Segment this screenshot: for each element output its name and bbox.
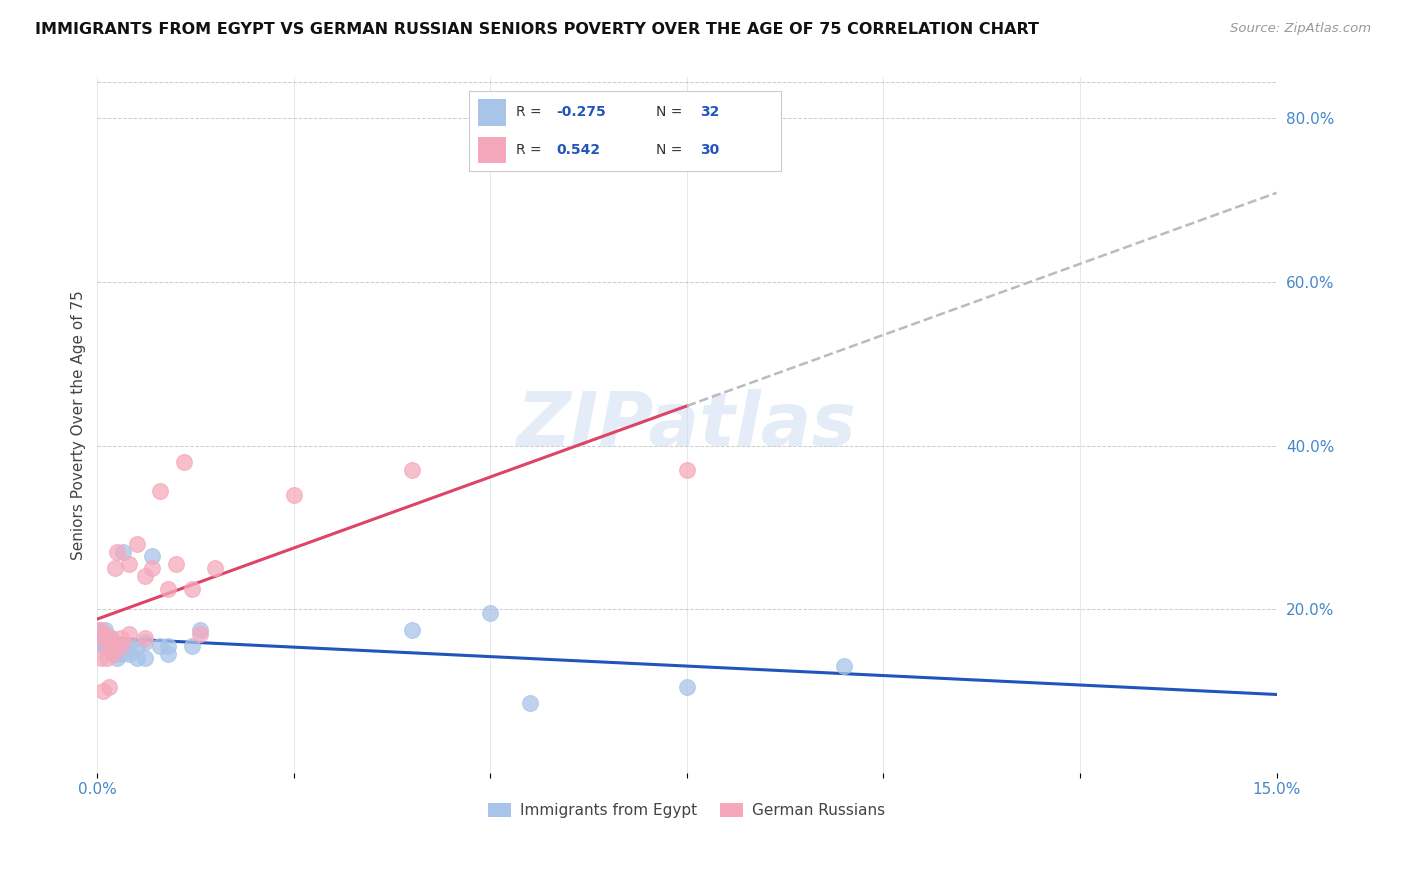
Text: IMMIGRANTS FROM EGYPT VS GERMAN RUSSIAN SENIORS POVERTY OVER THE AGE OF 75 CORRE: IMMIGRANTS FROM EGYPT VS GERMAN RUSSIAN …: [35, 22, 1039, 37]
Point: [101, 639, 124, 653]
Point: [110, 631, 132, 645]
Point: [90, 635, 112, 649]
Point: [149, 483, 172, 498]
Point: [96, 639, 118, 653]
Point: [105, 651, 128, 665]
Point: [204, 561, 226, 575]
Point: [149, 639, 172, 653]
Point: [105, 545, 128, 559]
Point: [98, 680, 121, 694]
Point: [519, 696, 541, 710]
Point: [89, 623, 111, 637]
Point: [125, 537, 148, 551]
Point: [93, 639, 115, 653]
Point: [188, 623, 211, 637]
Point: [134, 635, 156, 649]
Point: [89, 623, 111, 637]
Point: [157, 582, 180, 596]
Point: [283, 488, 305, 502]
Text: Source: ZipAtlas.com: Source: ZipAtlas.com: [1230, 22, 1371, 36]
Point: [125, 639, 148, 653]
Point: [98, 639, 121, 653]
Point: [94, 635, 117, 649]
Point: [91, 684, 114, 698]
Point: [134, 569, 156, 583]
Point: [479, 606, 502, 620]
Point: [118, 647, 141, 661]
Point: [110, 647, 132, 661]
Point: [118, 626, 141, 640]
Point: [97, 635, 120, 649]
Point: [676, 463, 699, 477]
Point: [111, 545, 134, 559]
Point: [180, 639, 202, 653]
Point: [100, 631, 122, 645]
Point: [104, 561, 127, 575]
Point: [90, 651, 112, 665]
Point: [141, 549, 163, 563]
Point: [101, 643, 124, 657]
Point: [134, 631, 156, 645]
Legend: Immigrants from Egypt, German Russians: Immigrants from Egypt, German Russians: [482, 797, 891, 824]
Point: [118, 639, 141, 653]
Point: [104, 647, 127, 661]
Point: [157, 647, 180, 661]
Point: [100, 631, 122, 645]
Point: [101, 647, 124, 661]
Point: [401, 463, 423, 477]
Y-axis label: Seniors Poverty Over the Age of 75: Seniors Poverty Over the Age of 75: [72, 290, 86, 560]
Point: [94, 626, 117, 640]
Point: [134, 651, 156, 665]
Point: [101, 647, 124, 661]
Text: ZIPatlas: ZIPatlas: [517, 389, 856, 461]
Point: [180, 582, 202, 596]
Point: [401, 623, 423, 637]
Point: [118, 557, 141, 571]
Point: [832, 659, 855, 673]
Point: [676, 680, 699, 694]
Point: [110, 639, 132, 653]
Point: [157, 639, 180, 653]
Point: [141, 561, 163, 575]
Point: [125, 651, 148, 665]
Point: [188, 626, 211, 640]
Point: [96, 651, 118, 665]
Point: [165, 557, 187, 571]
Point: [110, 639, 132, 653]
Point: [94, 623, 117, 637]
Point: [173, 455, 195, 469]
